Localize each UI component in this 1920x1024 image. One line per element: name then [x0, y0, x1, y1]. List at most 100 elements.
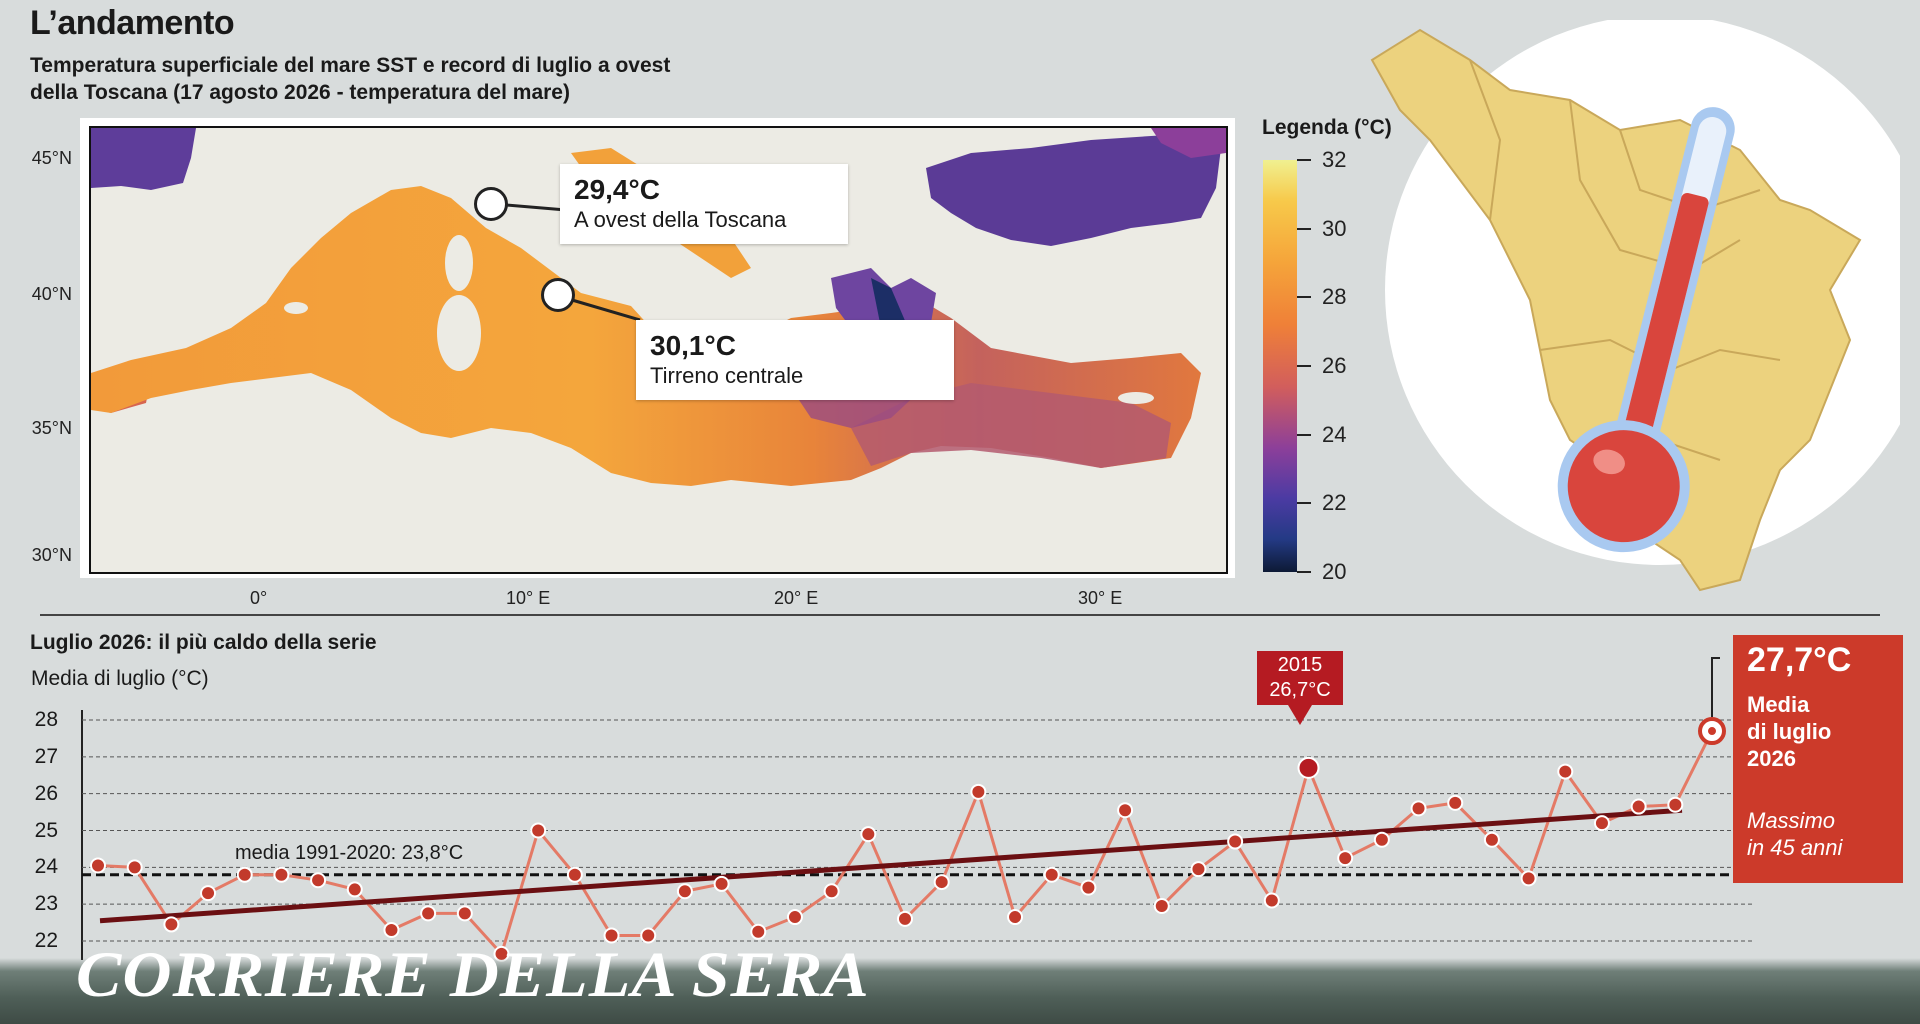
legend-colorbar	[1263, 160, 1297, 572]
subtitle-line-2: della Toscana (17 agosto 2026 - temperat…	[30, 81, 570, 104]
thermometer-icon	[1557, 107, 1735, 553]
legend-tick-label: 22	[1322, 490, 1347, 516]
data-point	[1337, 850, 1354, 867]
marker-tirreno	[541, 278, 575, 312]
callout-tirreno-label: Tirreno centrale	[650, 363, 804, 388]
data-point	[823, 883, 840, 900]
callout-tuscany-value: 29,4°C	[574, 174, 660, 205]
data-point	[933, 874, 950, 891]
data-point	[1117, 802, 1134, 819]
legend-tick-mark	[1297, 571, 1311, 573]
lat-label-35: 35°N	[31, 418, 72, 438]
data-point	[90, 857, 106, 874]
data-point	[713, 875, 730, 892]
legend-tick-mark	[1297, 365, 1311, 367]
legend-tick-mark	[1297, 159, 1311, 161]
sardinia	[437, 295, 481, 371]
data-point	[897, 910, 913, 927]
callout-tuscany-label: A ovest della Toscana	[574, 207, 787, 232]
data-point	[1557, 763, 1574, 780]
record-2026-label: Media di luglio 2026	[1747, 691, 1831, 772]
legend-tick-mark	[1297, 296, 1311, 299]
data-point	[566, 866, 583, 883]
y-tick-label: 28	[34, 708, 58, 731]
lon-label-10e: 10° E	[506, 588, 551, 608]
legend-tick-label: 32	[1322, 147, 1347, 172]
record-2026-note: Massimo in 45 anni	[1747, 807, 1842, 861]
tag-2015-value: 26,7°C	[1269, 679, 1331, 701]
data-point-2015	[1297, 756, 1320, 779]
marker-tuscany	[474, 187, 508, 221]
tuscany-illustration	[1370, 20, 1900, 592]
data-point	[970, 783, 987, 800]
trend-line	[99, 807, 1683, 924]
chart-ylabel: Media di luglio (°C)	[31, 667, 209, 690]
y-tick-label: 26	[34, 781, 58, 805]
page-title: L’andamento	[30, 4, 235, 42]
data-point	[1447, 794, 1464, 811]
data-point	[1483, 831, 1500, 848]
y-tick-label: 23	[34, 892, 58, 916]
record-note-line-1: Massimo	[1747, 808, 1836, 833]
legend-tick-label: 20	[1322, 559, 1347, 584]
data-point-2026-center	[1708, 727, 1716, 736]
y-tick-label: 22	[34, 929, 58, 952]
data-point	[126, 859, 143, 876]
data-point	[603, 927, 620, 944]
data-point	[200, 885, 217, 902]
callout-tirreno: 30,1°C Tirreno centrale	[636, 320, 954, 400]
record-2026-box: 27,7°C Media di luglio 2026 Massimo in 4…	[1733, 635, 1903, 883]
leader-line-tuscany	[505, 203, 567, 212]
data-point	[1227, 833, 1244, 850]
section-divider	[40, 614, 1880, 616]
y-tick-label: 25	[34, 818, 58, 842]
y-tick-label: 27	[34, 744, 58, 768]
data-point	[676, 883, 693, 900]
legend-tick-mark	[1297, 433, 1311, 436]
data-point	[1153, 898, 1170, 915]
data-point	[786, 909, 803, 926]
callout-tuscany: 29,4°C A ovest della Toscana	[560, 164, 848, 244]
lat-label-40: 40°N	[31, 284, 72, 304]
footer-water-strip	[0, 958, 1920, 1024]
data-point	[1630, 798, 1647, 815]
data-point	[1263, 892, 1280, 909]
data-point	[456, 905, 473, 922]
lon-label-30e: 30° E	[1078, 588, 1123, 608]
data-point	[346, 881, 363, 898]
lat-label-30: 30°N	[31, 545, 72, 565]
y-tick-label: 24	[34, 855, 58, 879]
data-point	[1593, 815, 1610, 832]
data-point	[383, 921, 400, 938]
data-point	[1667, 796, 1684, 813]
data-point	[310, 872, 327, 889]
balearic-island	[284, 302, 308, 314]
baseline-label: media 1991-2020: 23,8°C	[235, 842, 464, 864]
record-label-line-2: di luglio	[1747, 719, 1832, 744]
data-point	[530, 822, 547, 839]
legend-tick-label: 30	[1322, 215, 1347, 241]
legend-tick-label: 24	[1322, 421, 1347, 447]
atlantic-water	[91, 128, 196, 190]
data-point	[1373, 831, 1390, 848]
page-subtitle: Temperatura superficiale del mare SST e …	[30, 52, 790, 106]
black-sea	[926, 133, 1221, 246]
black-sea-north	[1151, 128, 1226, 158]
data-point	[1410, 800, 1427, 817]
leader-line-tirreno	[571, 298, 641, 322]
data-point	[640, 927, 657, 944]
cyprus	[1118, 392, 1154, 404]
chart-title: Luglio 2026: il più caldo della serie	[30, 631, 377, 654]
levantine-basin	[851, 383, 1171, 468]
legend-title: Legenda (°C)	[1262, 116, 1392, 139]
record-connector	[1711, 657, 1720, 718]
data-point	[273, 866, 290, 883]
data-point	[1043, 866, 1060, 883]
legend-tick-label: 26	[1322, 353, 1347, 378]
lon-label-0: 0°	[250, 588, 268, 608]
data-point	[860, 826, 877, 843]
lon-label-20e: 20° E	[774, 588, 819, 608]
tuscany-region-map	[1370, 28, 1862, 592]
corsica	[445, 235, 473, 291]
